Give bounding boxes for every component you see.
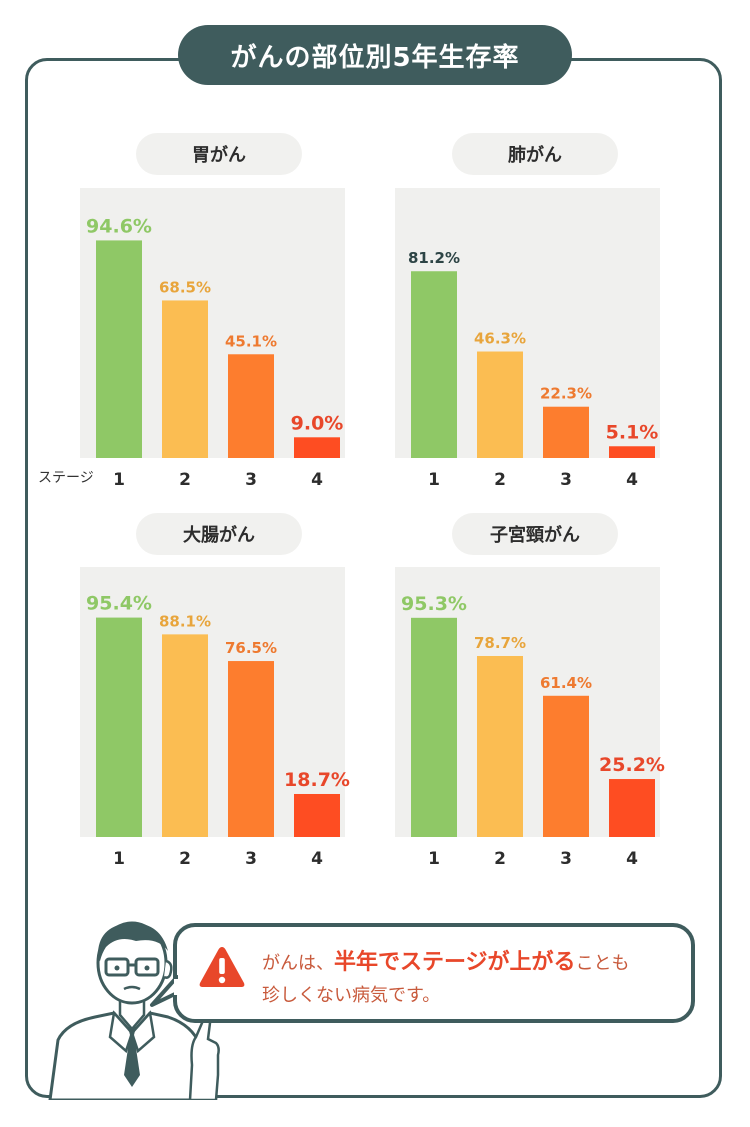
chart-title-colon: 大腸がん xyxy=(136,513,302,555)
value-label-stage-4: 5.1% xyxy=(606,421,659,443)
value-label-stage-4: 18.7% xyxy=(284,769,350,791)
tick-label-stage-4: 4 xyxy=(311,849,323,869)
value-label-stage-2: 46.3% xyxy=(474,330,526,348)
bar-stage-2 xyxy=(477,351,523,458)
tick-label-stage-4: 4 xyxy=(626,849,638,869)
tick-label-stage-1: 1 xyxy=(428,470,440,490)
value-label-stage-1: 95.4% xyxy=(86,593,152,615)
bar-stage-1 xyxy=(96,617,142,837)
callout-suffix: ことも xyxy=(575,953,630,974)
callout-emphasis: 半年でステージが上がる xyxy=(334,950,576,975)
bar-stage-1 xyxy=(411,617,457,837)
bar-stage-4 xyxy=(609,446,655,458)
bar-stage-3 xyxy=(228,661,274,837)
tick-label-stage-3: 3 xyxy=(560,849,572,869)
bar-stage-4 xyxy=(294,437,340,458)
callout-line2: 珍しくない病気です。 xyxy=(262,985,441,1006)
bar-stage-3 xyxy=(228,354,274,458)
value-label-stage-1: 81.2% xyxy=(408,249,460,267)
value-label-stage-3: 61.4% xyxy=(540,674,592,692)
callout-prefix: がんは、 xyxy=(262,953,334,974)
page-title: がんの部位別5年生存率 xyxy=(178,25,572,85)
chart-title-cervical: 子宮頸がん xyxy=(452,513,618,555)
bar-stage-1 xyxy=(411,271,457,458)
value-label-stage-1: 95.3% xyxy=(401,593,467,615)
tick-label-stage-1: 1 xyxy=(428,849,440,869)
chart-title-stomach: 胃がん xyxy=(136,133,302,175)
tick-label-stage-3: 3 xyxy=(245,849,257,869)
tick-label-stage-4: 4 xyxy=(626,470,638,490)
tick-label-stage-3: 3 xyxy=(560,470,572,490)
chart-stomach: 94.6% 1 68.5% 2 45.1% 3 9.0% 4 xyxy=(80,188,345,490)
value-label-stage-2: 68.5% xyxy=(159,278,211,296)
value-label-stage-1: 94.6% xyxy=(86,215,152,237)
chart-cervical: 95.3% 1 78.7% 2 61.4% 3 25.2% 4 xyxy=(395,567,665,869)
chart-colon: 95.4% 1 88.1% 2 76.5% 3 18.7% 4 xyxy=(80,567,350,869)
tick-label-stage-2: 2 xyxy=(494,470,506,490)
bar-stage-3 xyxy=(543,695,589,837)
bar-stage-2 xyxy=(162,300,208,458)
tick-label-stage-1: 1 xyxy=(113,470,125,490)
bar-stage-2 xyxy=(162,634,208,837)
speech-bubble-tail xyxy=(150,975,178,1007)
value-label-stage-3: 22.3% xyxy=(540,385,592,403)
value-label-stage-4: 9.0% xyxy=(291,412,344,434)
chart-title-lung: 肺がん xyxy=(452,133,618,175)
value-label-stage-2: 78.7% xyxy=(474,634,526,652)
tick-label-stage-2: 2 xyxy=(179,470,191,490)
warning-triangle-icon xyxy=(199,947,245,987)
chart-lung: 81.2% 1 46.3% 2 22.3% 3 5.1% 4 xyxy=(395,188,660,490)
stage-axis-label: ステージ xyxy=(38,470,94,486)
bar-stage-4 xyxy=(294,793,340,837)
bar-stage-1 xyxy=(96,240,142,458)
value-label-stage-2: 88.1% xyxy=(159,612,211,630)
bar-stage-2 xyxy=(477,655,523,837)
value-label-stage-3: 45.1% xyxy=(225,332,277,350)
tick-label-stage-2: 2 xyxy=(494,849,506,869)
bar-stage-4 xyxy=(609,779,655,837)
tick-label-stage-3: 3 xyxy=(245,470,257,490)
tick-label-stage-1: 1 xyxy=(113,849,125,869)
value-label-stage-4: 25.2% xyxy=(599,754,665,776)
tick-label-stage-2: 2 xyxy=(179,849,191,869)
callout-text: がんは、半年でステージが上がることも 珍しくない病気です。 xyxy=(262,947,682,1012)
tick-label-stage-4: 4 xyxy=(311,470,323,490)
value-label-stage-3: 76.5% xyxy=(225,639,277,657)
speech-bubble xyxy=(173,923,695,1023)
bar-stage-3 xyxy=(543,406,589,458)
